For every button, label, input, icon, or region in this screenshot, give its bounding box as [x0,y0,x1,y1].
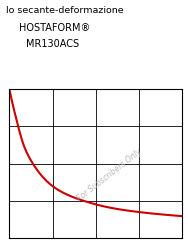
Text: For Subscribers Only: For Subscribers Only [76,147,144,203]
Text: lo secante-deformazione: lo secante-deformazione [6,6,123,15]
Text: HOSTAFORM®: HOSTAFORM® [19,23,90,33]
Text: MR130ACS: MR130ACS [26,39,80,49]
